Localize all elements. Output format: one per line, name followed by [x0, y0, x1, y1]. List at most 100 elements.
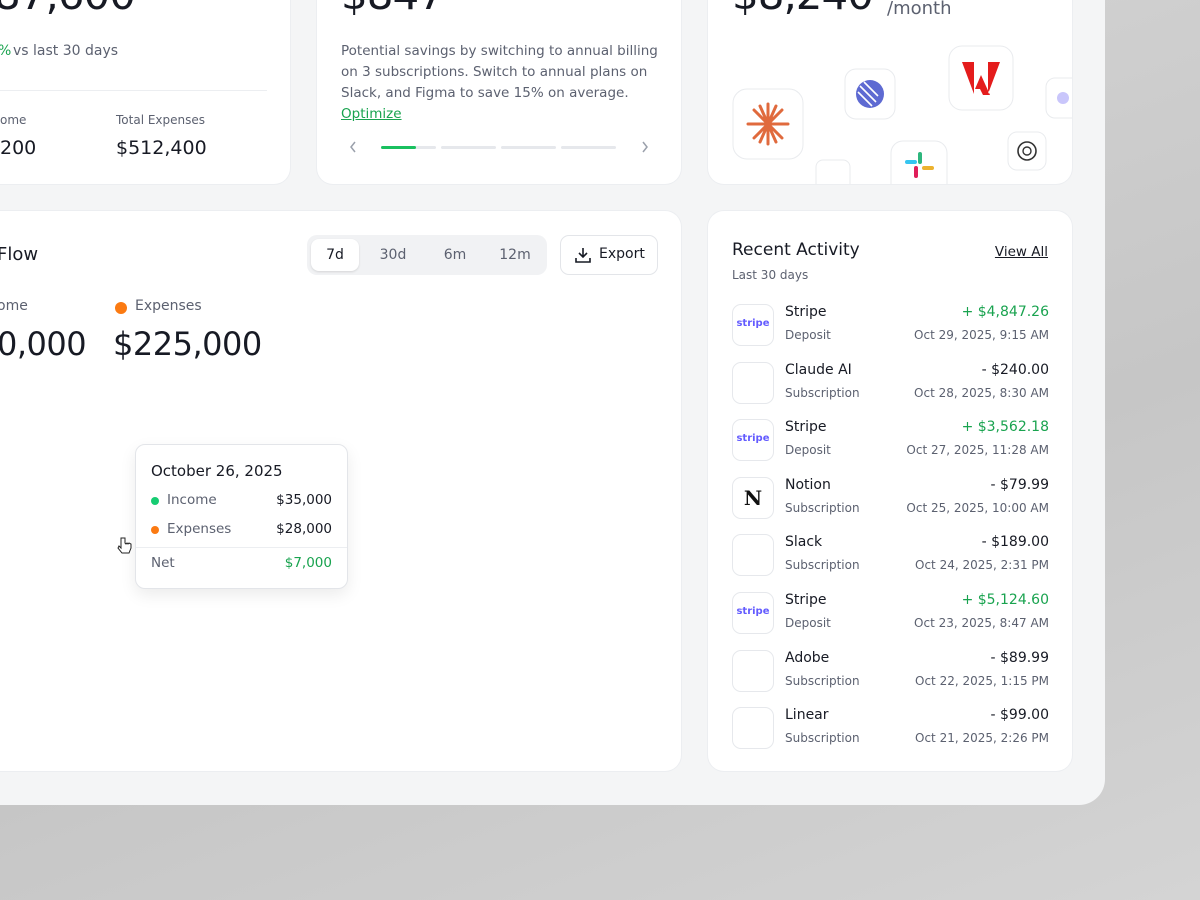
cursor [117, 537, 132, 554]
cash-flow-title: Flow [0, 244, 39, 265]
activity-icon: stripe [732, 304, 774, 346]
activity-icon: stripe [732, 592, 774, 634]
activity-type: Subscription [785, 731, 860, 746]
net-label: Net [151, 555, 175, 571]
activity-date: Oct 22, 2025, 1:15 PM [915, 673, 1049, 688]
activity-date: Oct 23, 2025, 8:47 AM [914, 616, 1049, 630]
range-tabs: 7d 30d 6m 12m [307, 235, 547, 275]
activity-date: Oct 25, 2025, 10:00 AM [906, 500, 1049, 515]
range-tab[interactable]: 12m [499, 247, 531, 263]
tooltip-label: Expenses [167, 521, 232, 537]
dot[interactable] [561, 146, 616, 149]
optimize-link[interactable]: Optimize [341, 106, 402, 122]
activity-date: Oct 24, 2025, 2:31 PM [915, 558, 1049, 573]
divider [136, 547, 347, 548]
total-label: Expenses [135, 298, 202, 314]
income-label: ome [0, 113, 27, 127]
logo [733, 535, 773, 575]
expenses: $512,400 [116, 137, 207, 159]
range-tab[interactable]: 30d [379, 247, 407, 263]
activity-type: Subscription [785, 558, 860, 573]
activity-name: Adobe [785, 649, 830, 666]
activity-icon [732, 361, 774, 404]
activity-card: Recent Activity View All Last 30 days st… [708, 211, 1072, 771]
activity-name: Claude AI [785, 361, 852, 378]
activity-name: Stripe [785, 304, 827, 320]
slack-icon [890, 140, 948, 184]
activity-name: Linear [785, 707, 829, 724]
chart-tooltip: October 26, 2025 Net $7,000 Income $35,00… [135, 444, 348, 589]
activity-amount: - $99.00 [990, 707, 1050, 724]
range-tab[interactable]: 6m [443, 247, 467, 263]
view-all[interactable]: View All [994, 244, 1048, 260]
activity-amount: - $240.00 [981, 361, 1049, 378]
activity-row: Claude AI Subscription - $240.00 Oct 28, 20… [732, 361, 1049, 406]
linear-icon [844, 68, 896, 120]
logo-text: stripe [736, 433, 770, 445]
export-icon [575, 248, 591, 263]
adobe-icon [948, 45, 1014, 111]
activity-row: stripe Stripe Deposit + $3,562.18 Oct 27, 20… [732, 419, 1049, 463]
savings-card: $847 Potential savings by switching to a… [317, 0, 681, 184]
dot[interactable] [441, 146, 496, 149]
activity-row: Slack Subscription - $189.00 Oct 24, 2025, … [732, 534, 1049, 578]
notion-icon [815, 159, 851, 184]
activity-icon: N [732, 476, 774, 519]
legend-dot [115, 302, 127, 314]
activity-name: Notion [785, 476, 831, 493]
activity-icon: stripe [732, 419, 774, 462]
activity-type: Subscription [785, 385, 860, 400]
activity-type: Deposit [785, 616, 831, 630]
activity-icon [732, 534, 774, 577]
change: % [0, 43, 11, 59]
amount: $847 [341, 0, 445, 19]
tooltip-value: $35,000 [276, 492, 332, 508]
range-tab[interactable]: 7d [311, 239, 359, 271]
activity-icon [732, 707, 774, 750]
carousel [350, 141, 648, 153]
activity-name: Slack [785, 534, 823, 551]
logo [733, 651, 773, 691]
savings-text: Potential savings by switching to annual… [341, 41, 659, 125]
logo-text: N [743, 485, 763, 510]
activity-amount: + $3,562.18 [961, 419, 1049, 436]
activity-amount: - $89.99 [990, 649, 1050, 666]
activity-row: stripe Stripe Deposit + $5,124.60 Oct 23, 20… [732, 592, 1049, 636]
total-value: $225,000 [113, 325, 262, 363]
activity-date: Oct 29, 2025, 9:15 AM [914, 328, 1049, 342]
activity-row: N Notion Subscription - $79.99 Oct 25, 2025,… [732, 476, 1049, 521]
activity-amount: + $4,847.26 [961, 304, 1049, 320]
activity-amount: - $189.00 [981, 534, 1049, 551]
logo [733, 708, 773, 748]
activity-row: stripe Stripe Deposit + $4,847.26 Oct 29, 20… [732, 304, 1049, 348]
logo [733, 363, 773, 403]
activity-date: Oct 28, 2025, 8:30 AM [914, 385, 1049, 400]
income: 200 [0, 137, 37, 159]
export-label: Export [599, 246, 645, 262]
activity-title: Recent Activity [732, 240, 860, 260]
activity-row: Linear Subscription - $99.00 Oct 21, 2025, … [732, 707, 1049, 751]
export-button[interactable]: Export [560, 235, 658, 275]
amount: 87,600 [0, 0, 136, 19]
text: Potential savings by switching to annual… [341, 43, 658, 101]
summary-card: 87,600 % vs last 30 days ome 200 Total E… [0, 0, 290, 184]
total-label: ome [0, 298, 28, 314]
activity-subtitle: Last 30 days [732, 268, 809, 282]
tooltip-dot [151, 526, 159, 534]
subscriptions-card: $8,240 /month [708, 0, 1072, 184]
openai-icon [1007, 131, 1047, 171]
activity-type: Deposit [785, 443, 831, 458]
total-value: 0,000 [0, 325, 87, 363]
divider [0, 90, 267, 91]
dot[interactable] [501, 146, 556, 149]
claude-icon [732, 88, 804, 160]
activity-name: Stripe [785, 592, 827, 608]
expenses-label: Total Expenses [116, 113, 206, 127]
next[interactable] [642, 141, 648, 153]
prev[interactable] [350, 141, 356, 153]
unit: /month [887, 0, 952, 19]
activity-icon [732, 649, 774, 692]
activity-amount: + $5,124.60 [961, 592, 1049, 608]
activity-date: Oct 21, 2025, 2:26 PM [915, 731, 1049, 746]
